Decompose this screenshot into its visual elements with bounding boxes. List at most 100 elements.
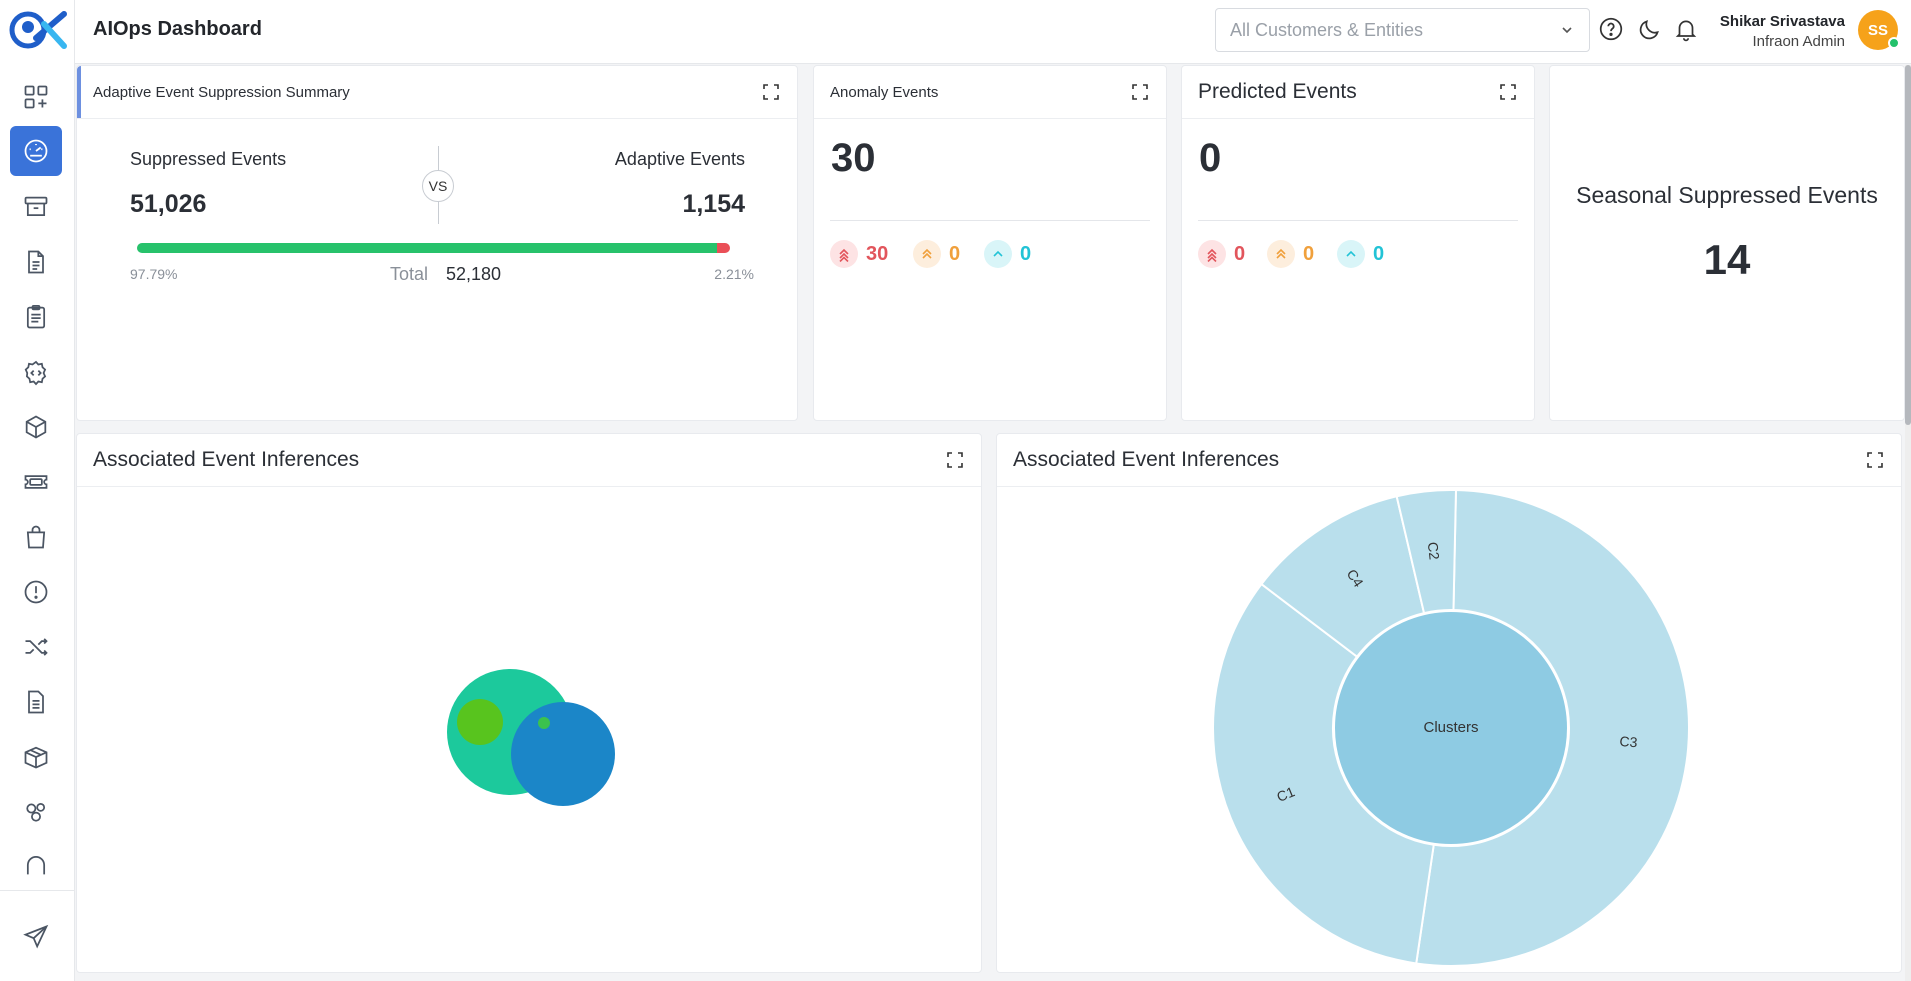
shopping-bag-icon <box>26 525 46 549</box>
bubble-3[interactable] <box>538 717 550 729</box>
notification-bell-icon[interactable] <box>1673 16 1699 42</box>
total-label: Total <box>390 264 429 284</box>
sunburst-label-c2: C2 <box>1425 541 1443 561</box>
online-status-dot <box>1888 37 1900 49</box>
sidebar-item-report[interactable] <box>10 677 62 727</box>
customer-entity-select[interactable]: All Customers & Entities <box>1215 8 1590 52</box>
critical-chevrons-icon <box>830 240 858 268</box>
send-icon <box>23 924 49 949</box>
anomaly-events-title: Anomaly Events <box>830 83 939 101</box>
sidebar-item-ticket[interactable] <box>10 457 62 507</box>
card-header: Associated Event Inferences <box>997 434 1901 487</box>
speedometer-icon <box>24 139 48 163</box>
sidebar-item-arch[interactable] <box>10 840 62 890</box>
suppressed-percent: 97.79% <box>130 266 178 282</box>
minor-count: 0 <box>1020 242 1032 265</box>
minor-severity-count: 0 <box>1337 240 1384 268</box>
sidebar-item-archive[interactable] <box>10 182 62 232</box>
sidebar <box>0 0 75 981</box>
expand-icon[interactable] <box>946 451 964 469</box>
infraon-logo <box>9 11 67 49</box>
customer-select-placeholder: All Customers & Entities <box>1230 19 1424 40</box>
sidebar-item-shuffle[interactable] <box>10 622 62 672</box>
adaptive-events-value: 1,154 <box>682 190 745 218</box>
sidebar-divider <box>0 890 75 891</box>
archive-icon <box>24 196 48 217</box>
sunburst-center-label: Clusters <box>1423 719 1478 736</box>
sidebar-item-alert[interactable] <box>10 567 62 617</box>
page-title: AIOps Dashboard <box>93 18 262 40</box>
chevron-down-icon <box>1562 27 1572 34</box>
shuffle-icon <box>25 638 48 656</box>
sidebar-item-shopping-bag[interactable] <box>10 512 62 562</box>
major-severity-count: 0 <box>1267 240 1314 268</box>
event-inferences-bubble-card: Associated Event Inferences <box>76 433 982 973</box>
help-icon[interactable] <box>1598 16 1624 42</box>
minor-chevron-icon <box>1337 240 1365 268</box>
card-header: Associated Event Inferences <box>77 434 981 487</box>
package-icon <box>24 746 48 769</box>
sidebar-item-document[interactable] <box>10 237 62 287</box>
major-count: 0 <box>949 242 961 265</box>
seasonal-suppressed-count: 14 <box>1703 236 1751 283</box>
critical-severity-count: 30 <box>830 240 888 268</box>
adaptive-percent: 2.21% <box>714 266 754 282</box>
divider <box>1198 220 1518 221</box>
card-header: Predicted Events <box>1182 66 1534 119</box>
bubble-1[interactable] <box>511 702 615 806</box>
hub-icon <box>26 802 46 822</box>
sidebar-item-speedometer[interactable] <box>10 126 62 176</box>
sidebar-item-code-gear[interactable] <box>10 348 62 398</box>
bubble-2[interactable] <box>457 699 503 745</box>
divider <box>830 220 1150 221</box>
user-name[interactable]: Shikar Srivastava <box>1719 13 1845 30</box>
code-gear-icon <box>24 360 47 386</box>
minor-chevron-icon <box>984 240 1012 268</box>
sidebar-item-dashboard-add[interactable] <box>10 72 62 122</box>
critical-count: 0 <box>1234 242 1246 265</box>
critical-severity-count: 0 <box>1198 240 1245 268</box>
card-header: Adaptive Event Suppression Summary <box>77 66 797 119</box>
seasonal-suppressed-card: Seasonal Suppressed Events 14 <box>1549 65 1905 421</box>
suppressed-events-label: Suppressed Events <box>130 149 287 169</box>
minor-severity-count: 0 <box>984 240 1031 268</box>
sidebar-item-send[interactable] <box>10 912 62 962</box>
clipboard-icon <box>26 305 46 329</box>
dashboard-add-icon <box>24 85 48 109</box>
anomaly-events-card: Anomaly Events 30 30 0 0 <box>813 65 1167 421</box>
top-header: AIOps Dashboard All Customers & Entities… <box>75 0 1911 64</box>
suppressed-progress-fill <box>137 243 717 253</box>
critical-count: 30 <box>866 242 889 265</box>
adaptive-events-label: Adaptive Events <box>614 149 745 169</box>
seasonal-suppressed-title: Seasonal Suppressed Events <box>1576 182 1878 208</box>
expand-icon[interactable] <box>762 83 780 101</box>
event-inferences-sunburst-title: Associated Event Inferences <box>1013 448 1280 471</box>
sidebar-item-package[interactable] <box>10 732 62 782</box>
bubble-chart <box>447 669 615 806</box>
scrollbar-thumb[interactable] <box>1905 65 1911 425</box>
sunburst-label-c3: C3 <box>1619 733 1638 750</box>
expand-icon[interactable] <box>1131 83 1149 101</box>
dark-mode-moon-icon[interactable] <box>1637 16 1663 42</box>
avatar[interactable]: SS <box>1858 10 1900 50</box>
sidebar-item-clipboard[interactable] <box>10 292 62 342</box>
expand-icon[interactable] <box>1866 451 1884 469</box>
sunburst-label-c1: C1 <box>1274 783 1297 805</box>
sidebar-item-hub[interactable] <box>10 787 62 837</box>
alert-circle-icon <box>24 580 48 604</box>
major-severity-count: 0 <box>913 240 960 268</box>
major-chevrons-icon <box>913 240 941 268</box>
sidebar-item-cube[interactable] <box>10 402 62 452</box>
arch-icon <box>26 856 46 875</box>
card-accent-bar <box>77 66 81 119</box>
major-count: 0 <box>1303 242 1315 265</box>
avatar-initials: SS <box>1867 21 1888 39</box>
anomaly-events-count: 30 <box>831 136 876 180</box>
page-scrollbar[interactable] <box>1905 65 1911 981</box>
suppressed-events-value: 51,026 <box>130 190 207 218</box>
expand-icon[interactable] <box>1499 83 1517 101</box>
minor-count: 0 <box>1373 242 1385 265</box>
sunburst-center[interactable] <box>1333 610 1569 846</box>
ticket-icon <box>24 475 48 489</box>
